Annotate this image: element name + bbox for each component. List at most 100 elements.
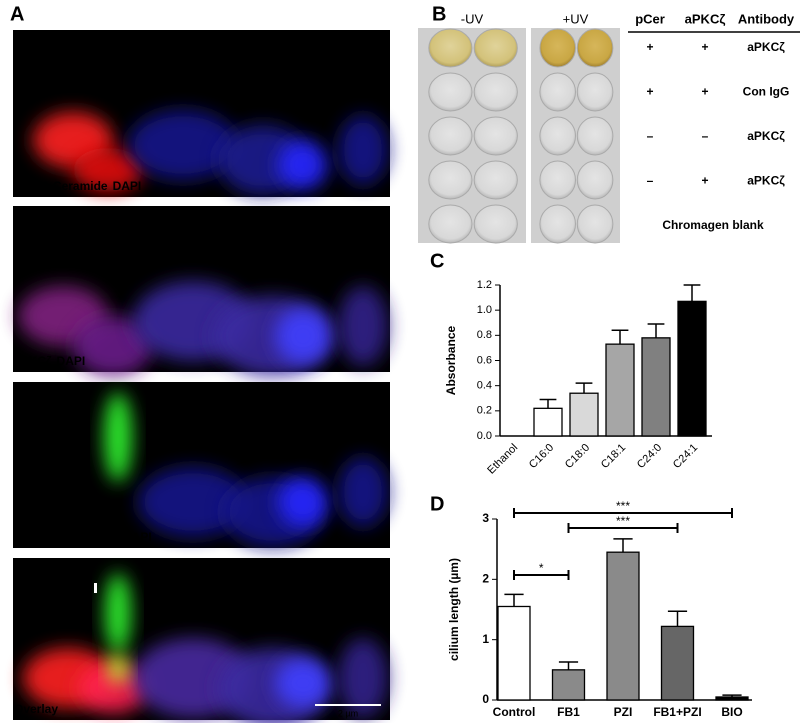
y-tick-label: 0.8 [477,329,492,341]
table-cell: Con IgG [743,85,790,99]
panel-label: D [430,493,444,515]
plate-label: +UV [563,11,589,26]
table-header: Antibody [738,11,795,26]
x-tick-label: C18:0 [563,442,592,471]
signal [108,653,128,683]
table-cell: – [702,129,709,143]
micrograph: pacFA Ceramide DAPI [13,30,390,197]
table-cell: aPKCζ [747,129,785,143]
well [576,72,614,112]
significance-label: * [539,561,544,575]
y-tick-label: 0.6 [477,354,492,366]
bar [641,337,671,437]
micrograph: Acetylated tubulin DAPI [13,382,390,548]
caption: Overlay [14,702,58,716]
table-cell: + [646,85,653,99]
table-cell: + [701,174,708,188]
table-header: aPKCζ [685,11,726,26]
bar [569,392,599,437]
well [539,116,577,156]
x-tick-label: C24:1 [671,442,700,471]
significance-label: *** [616,514,630,528]
x-tick-label: Ethanol [485,442,520,477]
well [576,160,614,200]
bar [677,300,707,437]
caption-stain: DAPI [123,530,152,544]
table-header: pCer [635,11,665,26]
panel-label: A [10,3,24,25]
caption-stain: DAPI [57,354,86,368]
caption: aPKCζ [14,354,52,368]
caption: pacFA Ceramide [14,179,108,193]
bar [660,625,695,701]
y-tick-label: 0.0 [477,430,492,442]
x-tick-label: Control [493,705,536,719]
signal [275,308,331,364]
scale-bar-label: 2 µm [338,708,358,718]
x-tick-label: C24:0 [635,442,664,471]
table-footer: Chromagen blank [662,218,764,232]
signal [338,457,388,527]
x-tick-label: FB1+PZI [653,705,701,719]
x-tick-label: C16:0 [527,442,556,471]
signal [78,663,148,713]
well [428,160,473,200]
well [428,72,473,112]
well [428,204,473,244]
y-tick-label: 0.4 [477,380,492,392]
signal [278,477,328,527]
well [473,28,518,68]
bar [533,407,563,437]
bar [715,696,749,701]
marker [94,583,97,593]
signal [338,638,388,718]
table-cell: aPKCζ [747,174,785,188]
caption-stain: DAPI [113,179,142,193]
significance-label: *** [616,499,630,513]
panel-label: B [432,3,446,25]
signal [105,573,131,653]
panel-label: C [430,250,444,272]
x-tick-label: PZI [614,705,633,719]
x-tick-label: BIO [721,705,742,719]
plate-label: -UV [461,11,484,26]
y-tick-label: 1.2 [477,279,492,291]
table-cell: + [646,40,653,54]
table-cell: – [647,174,654,188]
well [473,116,518,156]
y-tick-label: 1 [482,632,489,646]
signal [338,286,388,366]
well [576,204,614,244]
y-tick-label: 2 [482,572,489,586]
table-cell: aPKCζ [747,40,785,54]
well [539,72,577,112]
caption: Acetylated tubulin [14,530,118,544]
x-tick-label: FB1 [557,705,580,719]
well [473,160,518,200]
y-axis-label: cilium length (µm) [447,558,461,661]
well [539,204,577,244]
bar [605,343,635,437]
table-cell: + [701,40,708,54]
well [576,28,614,68]
micrograph: aPKCζ DAPI [13,206,390,376]
well [428,116,473,156]
y-axis-label: Absorbance [444,326,458,396]
y-tick-label: 1.0 [477,304,492,316]
signal [275,658,331,708]
y-tick-label: 0.2 [477,405,492,417]
signal [73,148,143,192]
well [539,28,577,68]
y-tick-label: 3 [482,511,489,525]
y-tick-label: 0 [482,692,489,706]
x-tick-label: C18:1 [599,442,628,471]
well [473,204,518,244]
bar [606,551,640,701]
signal [104,392,132,482]
signal [73,316,153,376]
signal [338,115,388,185]
well [576,116,614,156]
bar [551,669,586,701]
signal [138,467,248,537]
